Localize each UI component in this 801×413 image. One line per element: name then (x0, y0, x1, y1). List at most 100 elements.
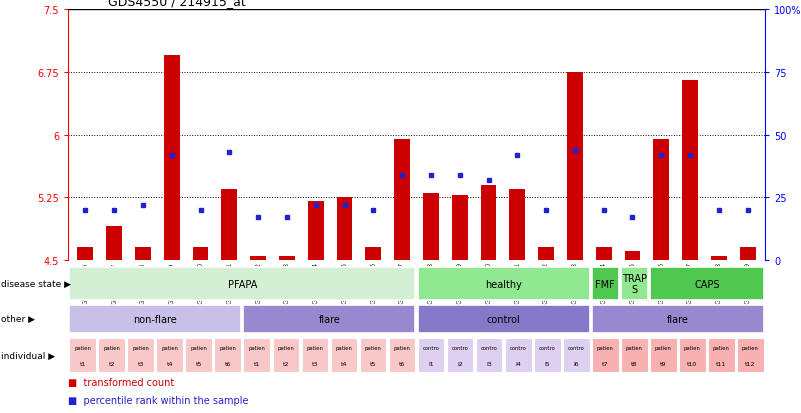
Bar (682, 81, 698, 260)
Text: patien: patien (655, 345, 672, 350)
Bar (69, 268, 416, 300)
Text: patien: patien (219, 345, 236, 350)
Text: t4: t4 (167, 361, 173, 366)
Bar (135, 248, 151, 260)
Text: ■  transformed count: ■ transformed count (68, 377, 175, 387)
Text: patien: patien (742, 345, 759, 350)
Bar (360, 338, 386, 372)
Text: contro: contro (452, 345, 469, 350)
Text: non-flare: non-flare (133, 314, 177, 324)
Text: t1: t1 (79, 361, 86, 366)
Bar (592, 305, 764, 333)
Bar (592, 338, 618, 372)
Text: healthy: healthy (485, 279, 522, 289)
Bar (625, 252, 641, 260)
Text: PFAPA: PFAPA (227, 279, 257, 289)
Text: patien: patien (132, 345, 149, 350)
Text: control: control (487, 314, 521, 324)
Text: l2: l2 (457, 361, 463, 366)
Text: contro: contro (568, 345, 585, 350)
Bar (336, 198, 352, 260)
Bar (107, 227, 122, 260)
Text: contro: contro (539, 345, 556, 350)
Bar (365, 248, 381, 260)
Text: t3: t3 (138, 361, 144, 366)
Bar (481, 185, 497, 260)
Text: patien: patien (336, 345, 352, 350)
Text: patien: patien (161, 345, 178, 350)
Bar (505, 338, 532, 372)
Text: l6: l6 (574, 361, 579, 366)
Bar (250, 256, 266, 260)
Bar (78, 248, 93, 260)
Text: contro: contro (481, 345, 497, 350)
Text: patien: patien (626, 345, 642, 350)
Bar (99, 338, 125, 372)
Text: patien: patien (713, 345, 730, 350)
Bar (417, 305, 590, 333)
Text: contro: contro (509, 345, 526, 350)
Text: t7: t7 (602, 361, 609, 366)
Text: patien: patien (74, 345, 91, 350)
Text: t5: t5 (370, 361, 376, 366)
Bar (650, 268, 764, 300)
Bar (244, 338, 270, 372)
Bar (394, 140, 410, 260)
Bar (156, 338, 183, 372)
Text: disease state ▶: disease state ▶ (1, 280, 70, 288)
Bar (592, 268, 618, 300)
Text: TRAP
S: TRAP S (622, 273, 646, 295)
Text: GDS4550 / 214915_at: GDS4550 / 214915_at (108, 0, 246, 8)
Bar (533, 338, 561, 372)
Text: t6: t6 (224, 361, 231, 366)
Text: t5: t5 (195, 361, 202, 366)
Bar (447, 338, 473, 372)
Text: t12: t12 (745, 361, 755, 366)
Text: t9: t9 (660, 361, 666, 366)
Text: t6: t6 (399, 361, 405, 366)
Bar (192, 248, 208, 260)
Text: t11: t11 (716, 361, 727, 366)
Bar (476, 338, 502, 372)
Bar (331, 338, 357, 372)
Text: l3: l3 (486, 361, 492, 366)
Text: patien: patien (364, 345, 381, 350)
Text: l5: l5 (545, 361, 550, 366)
Text: patien: patien (393, 345, 410, 350)
Text: patien: patien (277, 345, 294, 350)
Bar (621, 338, 648, 372)
Text: t2: t2 (283, 361, 289, 366)
Text: flare: flare (667, 314, 689, 324)
Bar (708, 338, 735, 372)
Bar (654, 140, 669, 260)
Text: contro: contro (423, 345, 440, 350)
Text: patien: patien (307, 345, 324, 350)
Bar (452, 195, 468, 260)
Bar (185, 338, 212, 372)
Bar (423, 194, 439, 260)
Text: l4: l4 (515, 361, 521, 366)
Bar (596, 248, 612, 260)
Bar (215, 338, 241, 372)
Bar (650, 338, 677, 372)
Bar (563, 338, 590, 372)
Text: individual ▶: individual ▶ (1, 351, 55, 360)
Bar (308, 202, 324, 260)
Text: flare: flare (319, 314, 340, 324)
Bar (127, 338, 154, 372)
Text: FMF: FMF (595, 279, 615, 289)
Text: patien: patien (597, 345, 614, 350)
Bar (221, 190, 237, 260)
Text: patien: patien (248, 345, 265, 350)
Text: patien: patien (684, 345, 701, 350)
Bar (679, 338, 706, 372)
Text: ■  percentile rank within the sample: ■ percentile rank within the sample (68, 395, 248, 405)
Bar (417, 338, 445, 372)
Text: CAPS: CAPS (694, 279, 719, 289)
Bar (301, 338, 328, 372)
Text: t10: t10 (687, 361, 698, 366)
Bar (69, 338, 96, 372)
Text: t8: t8 (631, 361, 638, 366)
Bar (621, 268, 648, 300)
Bar (272, 338, 300, 372)
